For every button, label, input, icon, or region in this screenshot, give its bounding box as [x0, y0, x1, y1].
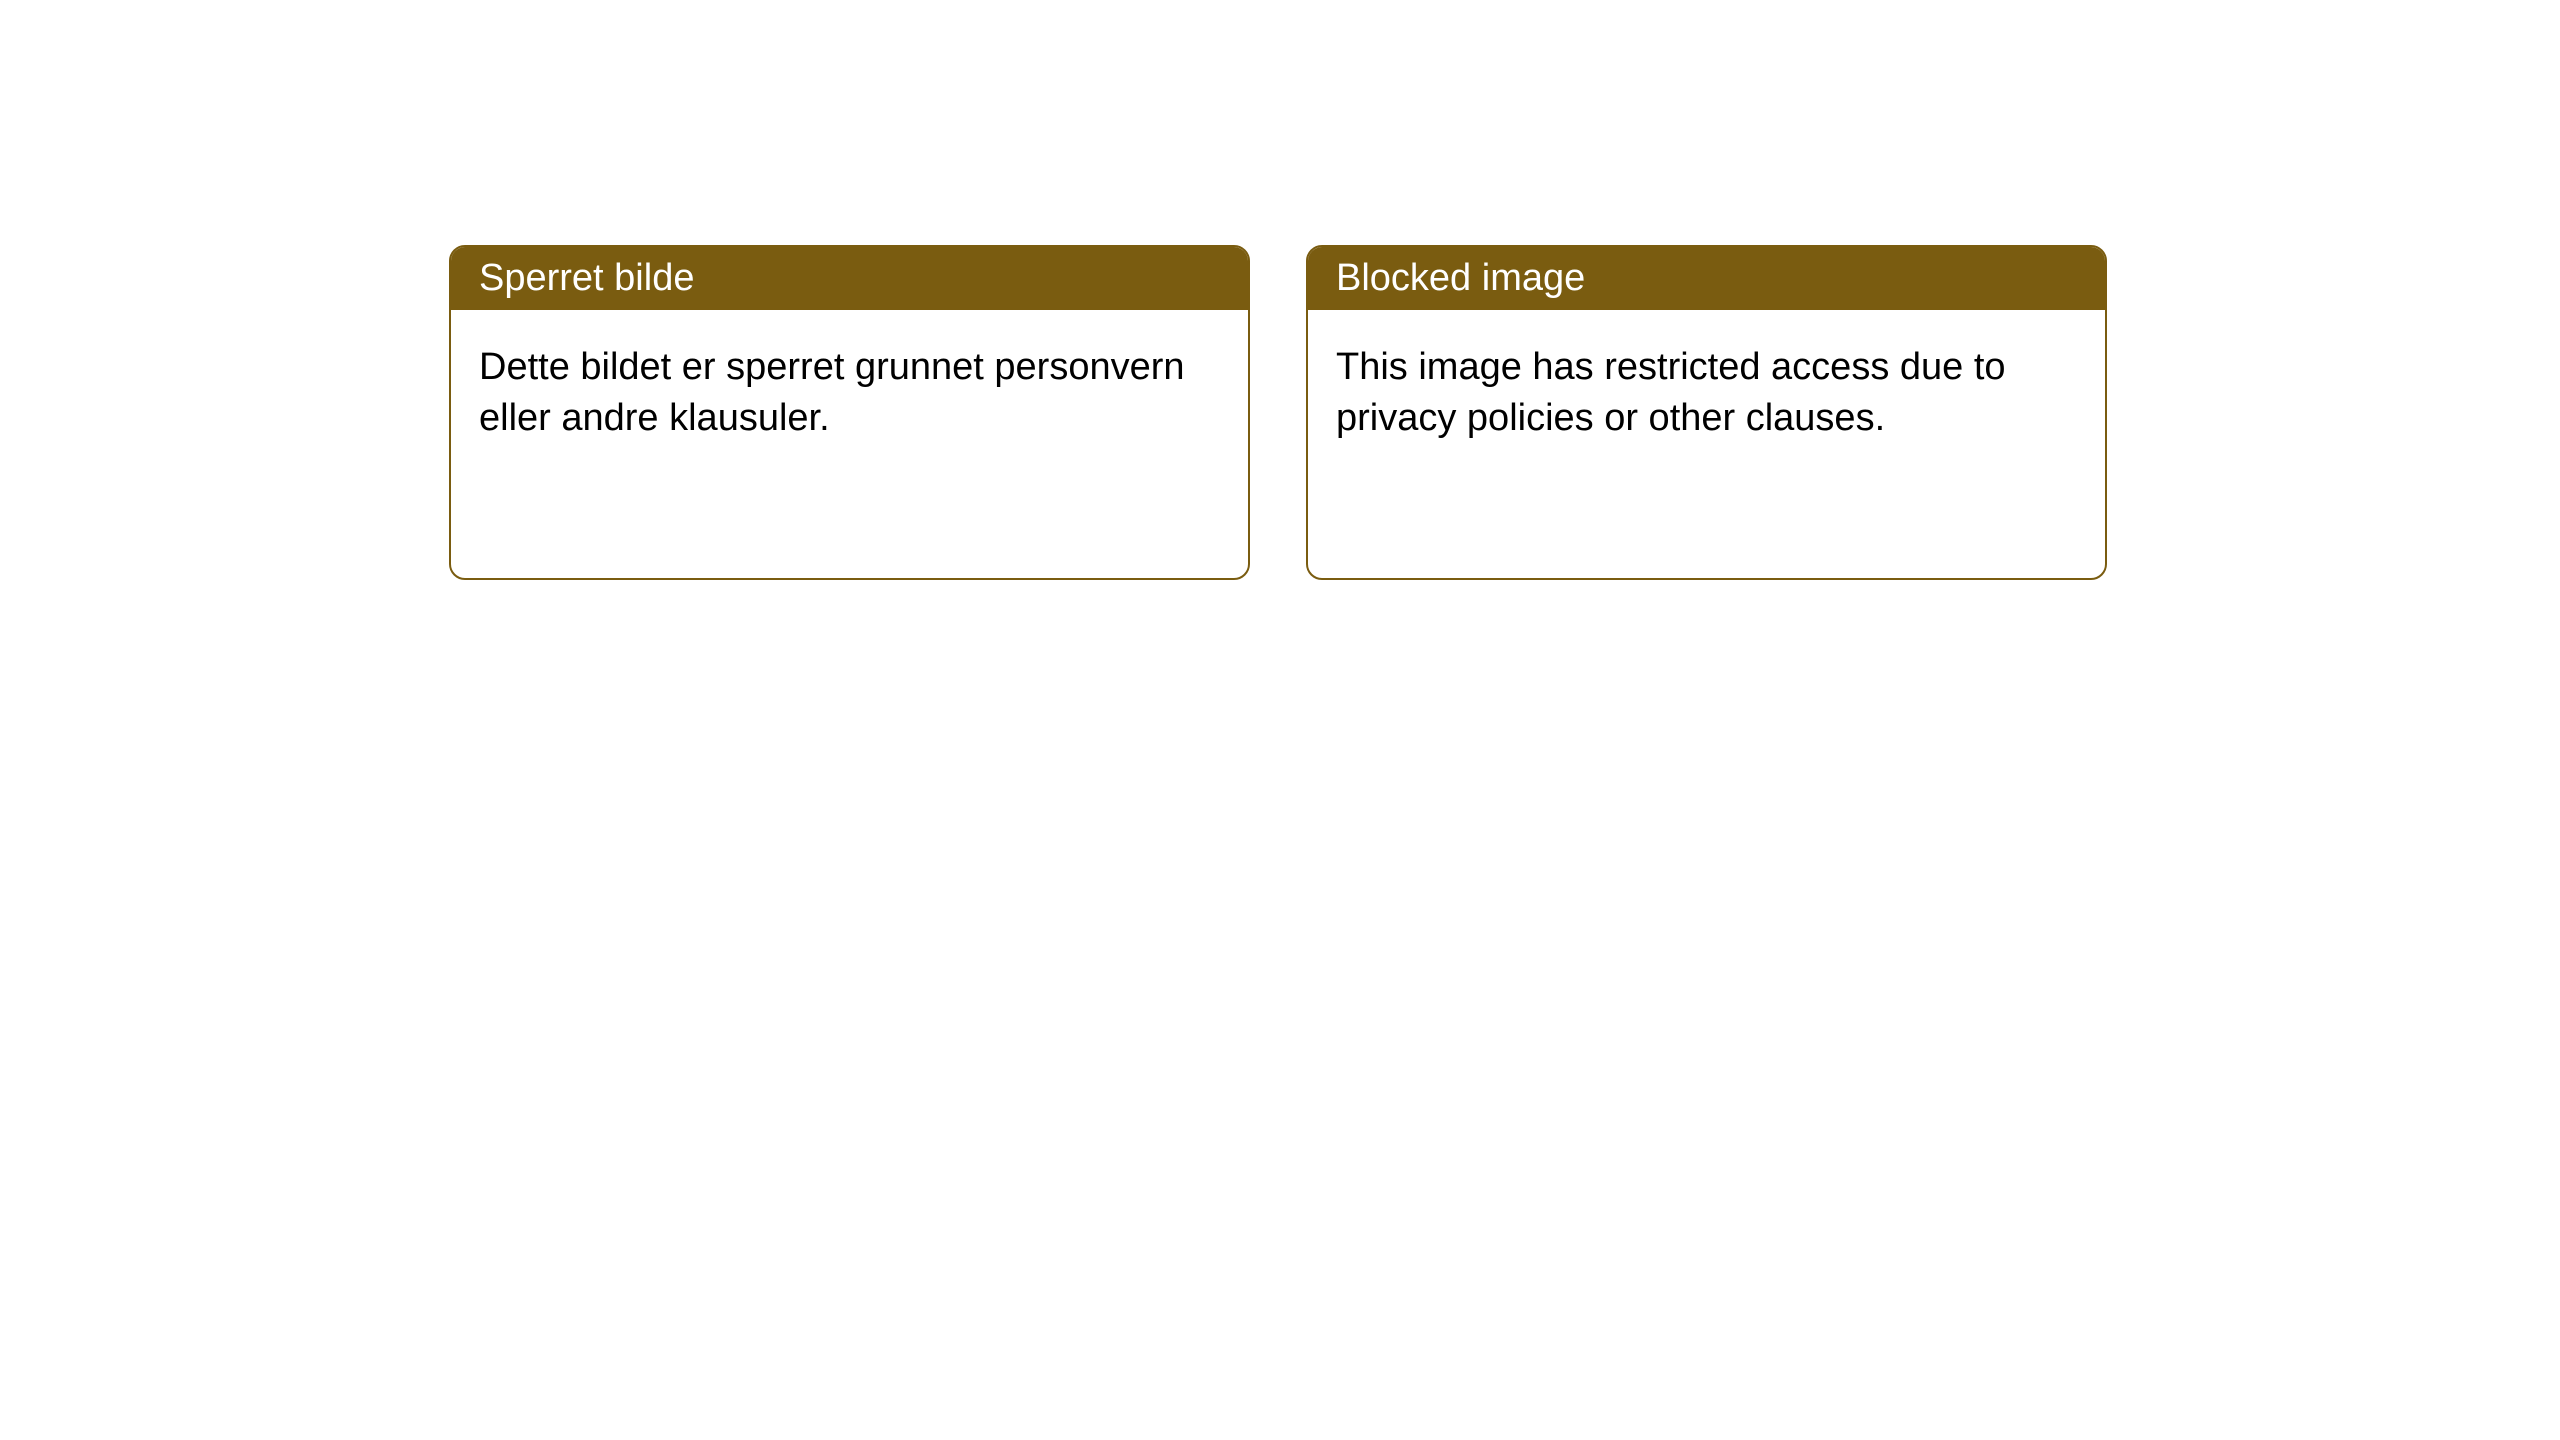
notice-header: Sperret bilde [451, 247, 1248, 310]
notice-title: Sperret bilde [479, 257, 694, 299]
notice-card-norwegian: Sperret bilde Dette bildet er sperret gr… [449, 245, 1250, 580]
notice-body-text: Dette bildet er sperret grunnet personve… [479, 346, 1185, 439]
notice-body: This image has restricted access due to … [1308, 310, 2105, 477]
notice-header: Blocked image [1308, 247, 2105, 310]
notice-title: Blocked image [1336, 257, 1585, 299]
notice-card-english: Blocked image This image has restricted … [1306, 245, 2107, 580]
notice-container: Sperret bilde Dette bildet er sperret gr… [449, 245, 2107, 580]
notice-body: Dette bildet er sperret grunnet personve… [451, 310, 1248, 477]
notice-body-text: This image has restricted access due to … [1336, 346, 2006, 439]
